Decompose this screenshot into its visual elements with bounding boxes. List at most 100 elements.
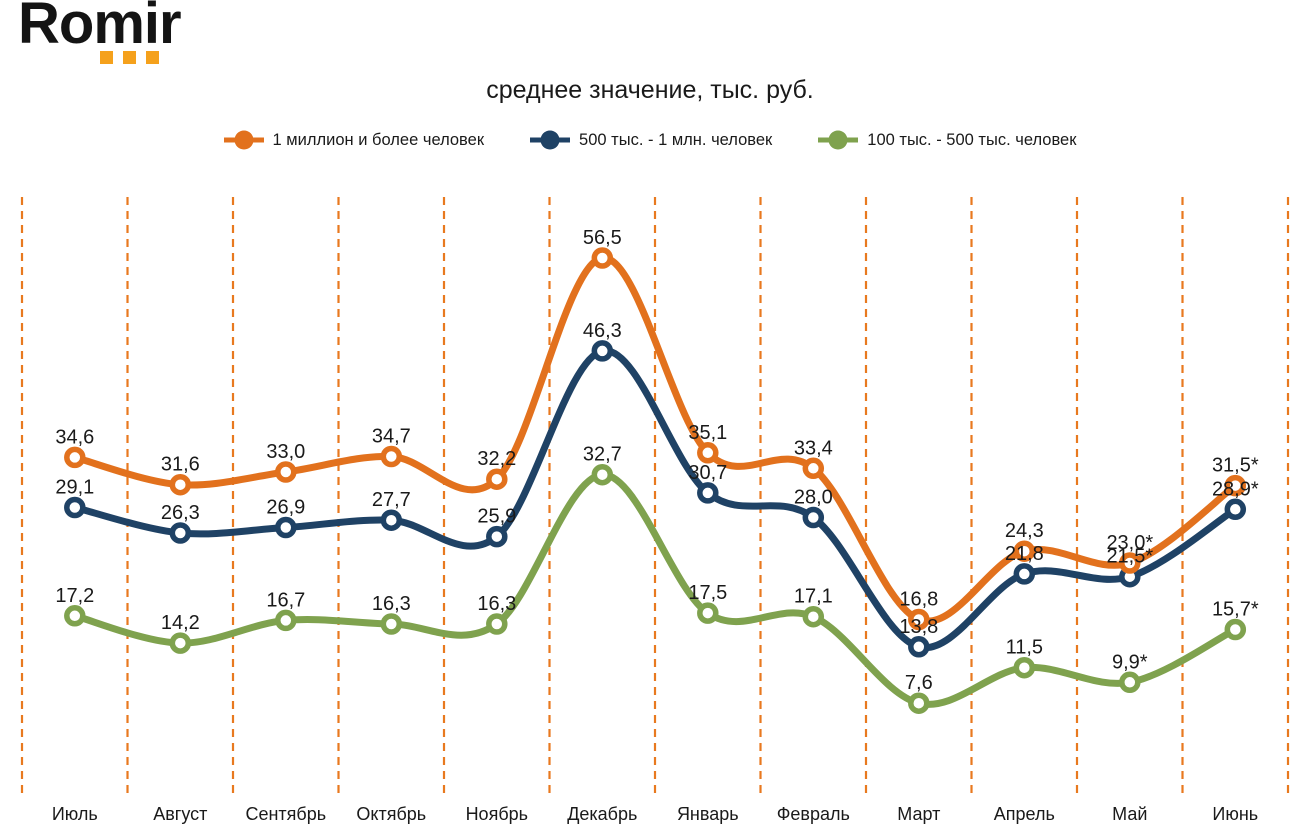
x-axis-label: Февраль bbox=[777, 804, 850, 824]
data-label: 16,3 bbox=[372, 593, 411, 615]
chart-title: среднее значение, тыс. руб. bbox=[486, 76, 814, 104]
data-point bbox=[1119, 552, 1141, 574]
x-axis-label: Октябрь bbox=[356, 804, 426, 824]
data-point bbox=[1224, 474, 1247, 497]
data-point bbox=[697, 482, 719, 504]
legend-item-0: 1 миллион и более человек bbox=[223, 128, 485, 152]
data-point bbox=[591, 463, 614, 486]
x-axis-label: Апрель bbox=[994, 804, 1055, 824]
data-label: 28,9* bbox=[1212, 478, 1259, 500]
romir-logo-text: Romir bbox=[18, 0, 182, 56]
data-label: 24,3 bbox=[1005, 520, 1044, 542]
data-point bbox=[380, 509, 403, 531]
data-point bbox=[380, 445, 403, 468]
data-label: 33,0 bbox=[266, 441, 305, 463]
data-point bbox=[169, 522, 192, 544]
romir-logo: Romir bbox=[18, 0, 182, 64]
data-label: 29,1 bbox=[55, 477, 94, 499]
data-label: 34,6 bbox=[55, 426, 94, 448]
data-label: 16,8 bbox=[899, 589, 938, 611]
data-label: 14,2 bbox=[161, 612, 200, 634]
chart-legend: 1 миллион и более человек 500 тыс. - 1 мл… bbox=[0, 128, 1300, 152]
data-label: 15,7* bbox=[1212, 599, 1259, 621]
x-axis-label: Январь bbox=[677, 804, 739, 824]
data-label: 32,2 bbox=[477, 448, 516, 470]
data-label: 23,0* bbox=[1106, 532, 1153, 554]
data-point bbox=[1119, 671, 1141, 694]
data-point bbox=[64, 446, 86, 469]
x-axis-label: Сентябрь bbox=[245, 804, 326, 824]
data-label: 26,3 bbox=[161, 502, 200, 524]
data-point bbox=[275, 516, 297, 539]
logo-dot bbox=[123, 50, 136, 64]
data-label: 33,4 bbox=[794, 437, 833, 459]
data-point bbox=[908, 636, 930, 658]
data-point bbox=[802, 457, 825, 480]
data-label: 21,8 bbox=[1005, 543, 1044, 565]
data-point bbox=[908, 608, 930, 631]
data-point bbox=[1013, 563, 1036, 585]
line-chart: 17,2 14,2 16,7 16,3 16,3 32,7 17,5 17,1 7,6 11,5 9… bbox=[20, 197, 1290, 824]
data-label: 31,6 bbox=[161, 454, 200, 476]
data-point bbox=[1013, 656, 1036, 679]
data-point bbox=[275, 609, 297, 632]
romir-logo-dots bbox=[100, 50, 181, 64]
data-point bbox=[380, 613, 403, 635]
data-point bbox=[486, 468, 508, 490]
x-axis-label: Май bbox=[1112, 804, 1147, 824]
data-point bbox=[486, 613, 508, 635]
data-label: 56,5 bbox=[583, 227, 622, 249]
data-label: 46,3 bbox=[583, 320, 622, 342]
data-point bbox=[1013, 540, 1036, 562]
data-label: 25,9 bbox=[477, 506, 516, 528]
legend-marker-icon bbox=[818, 130, 859, 150]
data-point bbox=[275, 461, 297, 483]
data-point bbox=[1224, 618, 1247, 641]
data-label: 17,1 bbox=[794, 586, 833, 608]
legend-label: 500 тыс. - 1 млн. человек bbox=[579, 130, 773, 149]
data-point bbox=[169, 632, 192, 654]
data-point bbox=[908, 692, 930, 714]
legend-label: 100 тыс. - 500 тыс. человек bbox=[867, 130, 1077, 149]
data-label: 17,5 bbox=[688, 582, 727, 604]
data-label: 17,2 bbox=[55, 585, 94, 607]
data-label: 11,5 bbox=[1006, 637, 1043, 659]
data-point bbox=[802, 605, 825, 628]
data-label: 13,8 bbox=[899, 616, 938, 638]
data-label: 16,3 bbox=[477, 593, 516, 615]
legend-item-1: 500 тыс. - 1 млн. человек bbox=[530, 128, 772, 152]
data-point bbox=[591, 247, 614, 269]
legend-item-2: 100 тыс. - 500 тыс. человек bbox=[818, 128, 1076, 152]
data-label: 27,7 bbox=[372, 489, 411, 511]
data-point bbox=[591, 340, 614, 362]
legend-label: 1 миллион и более человек bbox=[272, 130, 485, 149]
data-label: 31,5* bbox=[1212, 455, 1259, 477]
data-label: 9,9* bbox=[1112, 651, 1148, 673]
x-axis-label: Июнь bbox=[1212, 804, 1258, 824]
data-point bbox=[64, 496, 86, 519]
logo-dot bbox=[146, 50, 159, 64]
data-point bbox=[1224, 498, 1247, 521]
data-point bbox=[697, 602, 719, 624]
data-label: 7,6 bbox=[905, 672, 933, 694]
data-point bbox=[64, 605, 86, 627]
legend-marker-icon bbox=[530, 130, 571, 150]
data-label: 32,7 bbox=[583, 444, 622, 466]
data-label: 35,1 bbox=[688, 422, 727, 444]
x-axis-label: Ноябрь bbox=[466, 804, 528, 824]
data-point bbox=[802, 506, 825, 529]
x-axis-label: Декабрь bbox=[567, 804, 637, 824]
data-point bbox=[486, 525, 508, 548]
data-point bbox=[169, 473, 192, 496]
data-label: 28,0 bbox=[794, 487, 833, 509]
data-label: 26,9 bbox=[266, 497, 305, 519]
x-axis-label: Июль bbox=[52, 804, 98, 824]
data-label: 21,5* bbox=[1106, 546, 1153, 568]
x-axis-label: Март bbox=[897, 804, 940, 824]
data-label: 34,7 bbox=[372, 426, 411, 448]
logo-dot bbox=[100, 50, 113, 64]
data-point bbox=[697, 442, 719, 464]
data-label: 16,7 bbox=[266, 589, 305, 611]
data-label: 30,7 bbox=[688, 462, 727, 484]
